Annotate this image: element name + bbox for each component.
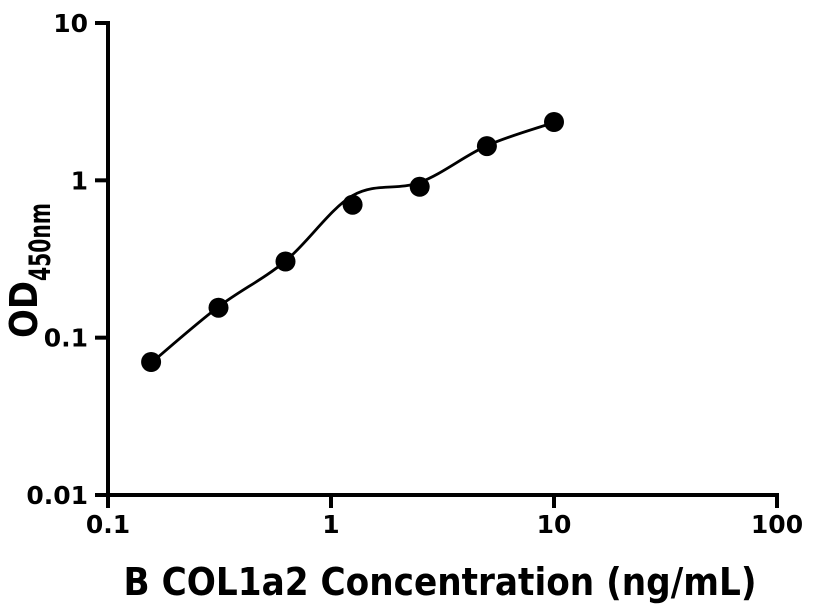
- x-tick-label: 10: [537, 510, 572, 539]
- x-tick-label: 0.1: [86, 510, 130, 539]
- data-point-marker: [476, 136, 497, 157]
- standard-curve-fit-line: [150, 121, 555, 365]
- y-tick-label: 10: [53, 9, 88, 38]
- y-tick-label: 0.01: [26, 481, 88, 510]
- y-axis-title: OD450nm: [2, 203, 57, 338]
- y-tick-label: 0.1: [44, 324, 88, 353]
- data-point-marker: [544, 112, 564, 132]
- data-point-marker: [208, 297, 229, 318]
- data-point-marker: [342, 194, 363, 215]
- x-axis-title: B COL1a2 Concentration (ng/mL): [124, 560, 757, 604]
- x-tick-label: 1: [322, 510, 339, 539]
- data-point-marker: [275, 251, 296, 272]
- data-point-marker: [409, 176, 430, 197]
- y-axis-title-subscript: 450nm: [23, 203, 57, 281]
- x-tick-label: 100: [751, 510, 803, 539]
- y-axis-title-main: OD: [2, 281, 46, 338]
- y-tick-label: 1: [71, 166, 88, 195]
- data-point-marker: [141, 352, 162, 372]
